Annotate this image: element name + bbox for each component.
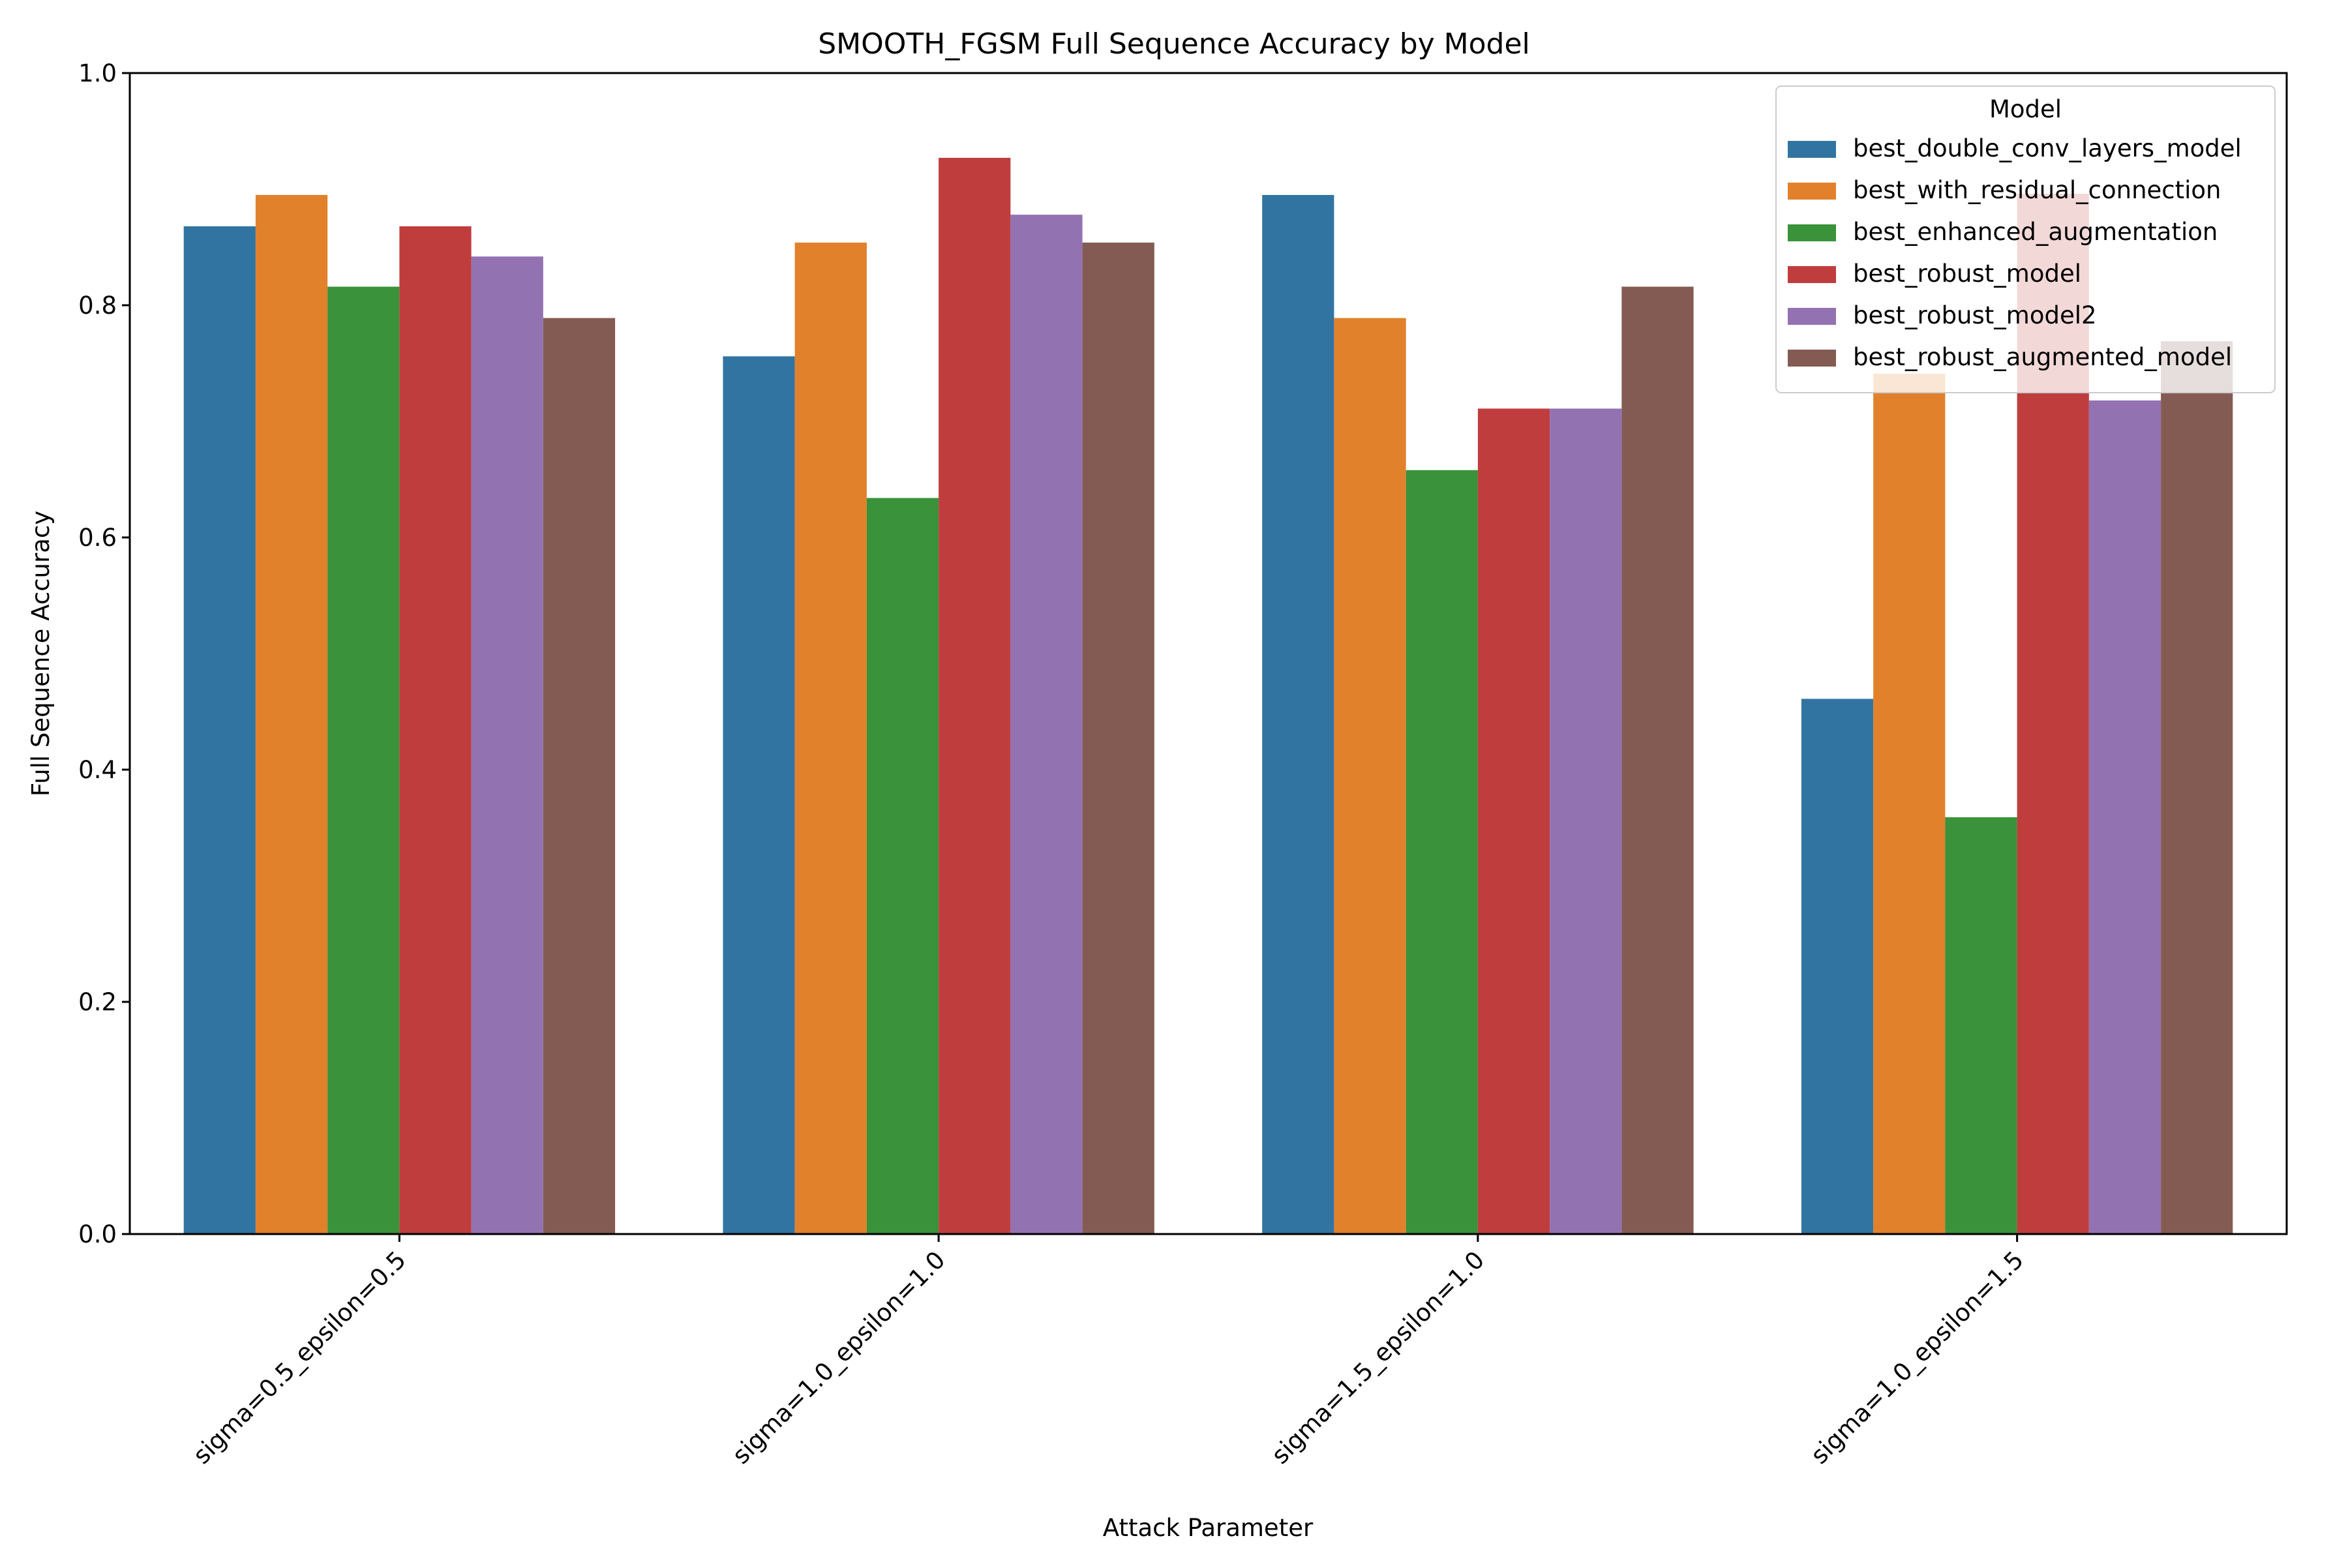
bar bbox=[1082, 242, 1154, 1234]
bars-layer bbox=[183, 157, 2233, 1235]
bar bbox=[1945, 817, 2017, 1234]
y-tick-label: 0.8 bbox=[78, 292, 117, 320]
bar bbox=[255, 194, 328, 1234]
y-tick-label: 1.0 bbox=[78, 59, 117, 87]
x-tick-label: sigma=1.5_epsilon=1.0 bbox=[1266, 1246, 1490, 1470]
bar bbox=[183, 226, 256, 1235]
legend-title: Model bbox=[1989, 95, 2062, 123]
legend-swatch bbox=[1788, 350, 1836, 367]
bar bbox=[794, 242, 867, 1234]
plot-frame bbox=[128, 72, 2288, 1235]
legend-swatch bbox=[1788, 183, 1836, 200]
x-tick-label: sigma=1.0_epsilon=1.5 bbox=[1805, 1246, 2029, 1470]
chart-title: SMOOTH_FGSM Full Sequence Accuracy by Mo… bbox=[818, 27, 1530, 61]
y-tick-label: 0.2 bbox=[78, 988, 117, 1016]
bar bbox=[1334, 318, 1406, 1235]
legend-label: best_enhanced_augmentation bbox=[1853, 218, 2218, 246]
x-tick-label: sigma=1.0_epsilon=1.0 bbox=[727, 1246, 950, 1470]
legend-label: best_with_residual_connection bbox=[1853, 176, 2221, 204]
bar bbox=[1873, 374, 1946, 1234]
bar bbox=[866, 498, 939, 1234]
bar bbox=[1801, 699, 1874, 1234]
legend: Model best_double_conv_layers_model best_w… bbox=[1775, 85, 2276, 393]
y-axis-label: Full Sequence Accuracy bbox=[27, 511, 55, 796]
y-axis: 0.0 0.2 0.4 0.6 0.8 1.0 bbox=[78, 59, 130, 1248]
bar bbox=[723, 356, 795, 1234]
legend-swatch bbox=[1788, 224, 1836, 241]
legend-label: best_robust_augmented_model bbox=[1853, 343, 2232, 371]
bar bbox=[939, 157, 1011, 1235]
bar bbox=[1621, 286, 1694, 1234]
legend-swatch bbox=[1788, 141, 1836, 158]
y-tick-label: 0.0 bbox=[78, 1220, 117, 1248]
bar bbox=[2088, 400, 2161, 1235]
legend-swatch bbox=[1788, 266, 1836, 283]
bar bbox=[1010, 215, 1083, 1234]
bar bbox=[1550, 408, 1622, 1235]
bar bbox=[327, 286, 400, 1234]
bar bbox=[1477, 408, 1550, 1235]
legend-swatch bbox=[1788, 308, 1836, 325]
legend-box bbox=[1775, 85, 2276, 393]
y-tick-label: 0.4 bbox=[78, 756, 117, 784]
legend-label: best_robust_model2 bbox=[1853, 301, 2097, 329]
bar bbox=[471, 256, 543, 1234]
x-tick-label: sigma=0.5_epsilon=0.5 bbox=[188, 1246, 412, 1470]
legend-label: best_robust_model bbox=[1853, 260, 2081, 288]
bar bbox=[2161, 341, 2233, 1235]
x-axis: sigma=0.5_epsilon=0.5 sigma=1.0_epsilon=1… bbox=[188, 1234, 2029, 1470]
bar bbox=[399, 226, 472, 1235]
bar bbox=[543, 318, 616, 1235]
x-axis-label: Attack Parameter bbox=[1103, 1514, 1314, 1542]
bar bbox=[1406, 470, 1478, 1234]
legend-label: best_double_conv_layers_model bbox=[1853, 134, 2242, 162]
y-tick-label: 0.6 bbox=[78, 524, 117, 552]
bar bbox=[1262, 194, 1334, 1234]
